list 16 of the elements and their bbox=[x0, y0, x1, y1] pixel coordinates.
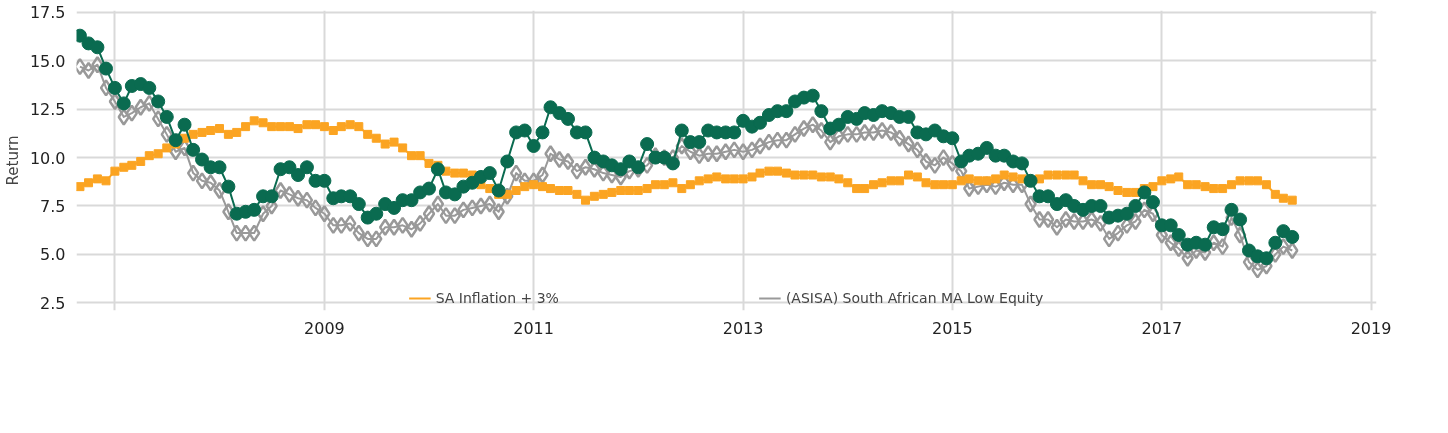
x-tick-label: 2017 bbox=[1141, 318, 1183, 338]
y-tick-label: 7.5 bbox=[40, 196, 66, 216]
x-tick-label: 2015 bbox=[931, 318, 973, 338]
x-tick-label: 2019 bbox=[1350, 318, 1392, 338]
y-tick-label: 15.0 bbox=[29, 51, 66, 71]
x-tick-label: 2011 bbox=[513, 318, 554, 338]
y-tick-label: 12.5 bbox=[29, 100, 66, 120]
y-tick-label: 2.5 bbox=[40, 293, 66, 313]
y-axis-title: Return bbox=[3, 135, 22, 186]
x-tick-label: 2009 bbox=[304, 318, 345, 338]
y-tick-label: 17.5 bbox=[29, 3, 66, 23]
x-tick-label: 2013 bbox=[722, 318, 764, 338]
legend-label: SA Inflation + 3% bbox=[435, 290, 559, 306]
y-tick-label: 10.0 bbox=[29, 148, 66, 168]
y-tick-label: 5.0 bbox=[40, 245, 66, 265]
legend-label: (ASISA) South African MA Low Equity bbox=[785, 290, 1044, 306]
